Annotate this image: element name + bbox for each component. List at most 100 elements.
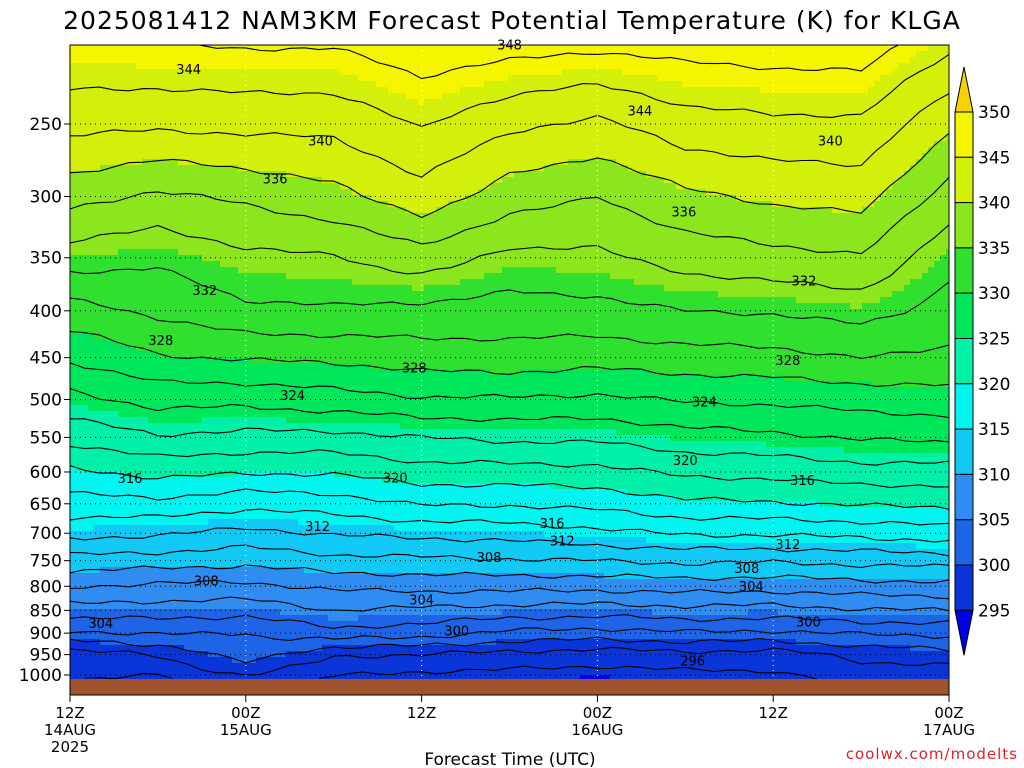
heat-cell: [100, 123, 107, 130]
heat-cell: [280, 153, 287, 160]
heat-cell: [328, 351, 335, 358]
heat-cell: [244, 147, 251, 154]
heat-cell: [196, 357, 203, 364]
heat-cell: [166, 561, 173, 568]
heat-cell: [136, 597, 143, 604]
heat-cell: [76, 489, 83, 496]
heat-cell: [184, 285, 191, 292]
heat-cell: [268, 459, 275, 466]
heat-cell: [202, 489, 209, 496]
heat-cell: [106, 135, 113, 142]
heat-cell: [130, 57, 137, 64]
heat-cell: [262, 279, 269, 286]
heat-cell: [178, 141, 185, 148]
heat-cell: [238, 279, 245, 286]
heat-cell: [262, 189, 269, 196]
heat-cell: [220, 117, 227, 124]
heat-cell: [340, 555, 347, 562]
heat-cell: [94, 315, 101, 322]
heat-cell: [154, 597, 161, 604]
heat-cell: [70, 51, 77, 58]
heat-cell: [220, 195, 227, 202]
heat-cell: [334, 627, 341, 634]
heat-cell: [184, 447, 191, 454]
heat-cell: [268, 219, 275, 226]
heat-cell: [226, 327, 233, 334]
heat-cell: [94, 141, 101, 148]
heat-cell: [346, 417, 353, 424]
heat-cell: [106, 129, 113, 136]
heat-cell: [280, 117, 287, 124]
heat-cell: [190, 249, 197, 256]
heat-cell: [178, 255, 185, 262]
heat-cell: [154, 531, 161, 538]
heat-cell: [256, 537, 263, 544]
heat-cell: [190, 279, 197, 286]
heat-cell: [232, 183, 239, 190]
heat-cell: [268, 75, 275, 82]
heat-cell: [310, 93, 317, 100]
heat-cell: [76, 111, 83, 118]
heat-cell: [106, 201, 113, 208]
heat-cell: [100, 351, 107, 358]
heat-cell: [100, 177, 107, 184]
heat-cell: [274, 567, 281, 574]
heat-cell: [310, 585, 317, 592]
heat-cell: [82, 333, 89, 340]
heat-cell: [244, 525, 251, 532]
heat-cell: [268, 201, 275, 208]
heat-cell: [154, 321, 161, 328]
heat-cell: [334, 393, 341, 400]
heat-cell: [262, 159, 269, 166]
heat-cell: [154, 525, 161, 532]
heat-cell: [130, 285, 137, 292]
heat-cell: [130, 171, 137, 178]
heat-cell: [148, 195, 155, 202]
heat-cell: [208, 255, 215, 262]
heat-cell: [250, 261, 257, 268]
heat-cell: [160, 471, 167, 478]
heat-cell: [130, 225, 137, 232]
heat-cell: [220, 201, 227, 208]
heat-cell: [310, 387, 317, 394]
heat-cell: [340, 81, 347, 88]
heat-cell: [256, 453, 263, 460]
heat-cell: [304, 147, 311, 154]
heat-cell: [88, 303, 95, 310]
heat-cell: [142, 591, 149, 598]
heat-cell: [94, 177, 101, 184]
heat-cell: [262, 561, 269, 568]
heat-cell: [94, 261, 101, 268]
heat-cell: [226, 105, 233, 112]
heat-cell: [220, 369, 227, 376]
heat-cell: [130, 627, 137, 634]
heat-cell: [82, 327, 89, 334]
heat-cell: [220, 375, 227, 382]
heat-cell: [154, 387, 161, 394]
heat-cell: [316, 651, 323, 658]
heat-cell: [244, 123, 251, 130]
heat-cell: [172, 165, 179, 172]
heat-cell: [298, 351, 305, 358]
heat-cell: [316, 573, 323, 580]
heat-cell: [94, 303, 101, 310]
heat-cell: [322, 225, 329, 232]
heat-cell: [226, 207, 233, 214]
heat-cell: [292, 339, 299, 346]
heat-cell: [262, 147, 269, 154]
heat-cell: [202, 591, 209, 598]
heat-cell: [208, 399, 215, 406]
heat-cell: [250, 561, 257, 568]
heat-cell: [328, 435, 335, 442]
heat-cell: [142, 537, 149, 544]
heat-cell: [268, 519, 275, 526]
heat-cell: [304, 267, 311, 274]
heat-cell: [214, 405, 221, 412]
heat-cell: [298, 471, 305, 478]
heat-cell: [76, 657, 83, 664]
heat-cell: [202, 645, 209, 652]
heat-cell: [280, 99, 287, 106]
heat-cell: [316, 63, 323, 70]
heat-cell: [298, 501, 305, 508]
heat-cell: [292, 219, 299, 226]
